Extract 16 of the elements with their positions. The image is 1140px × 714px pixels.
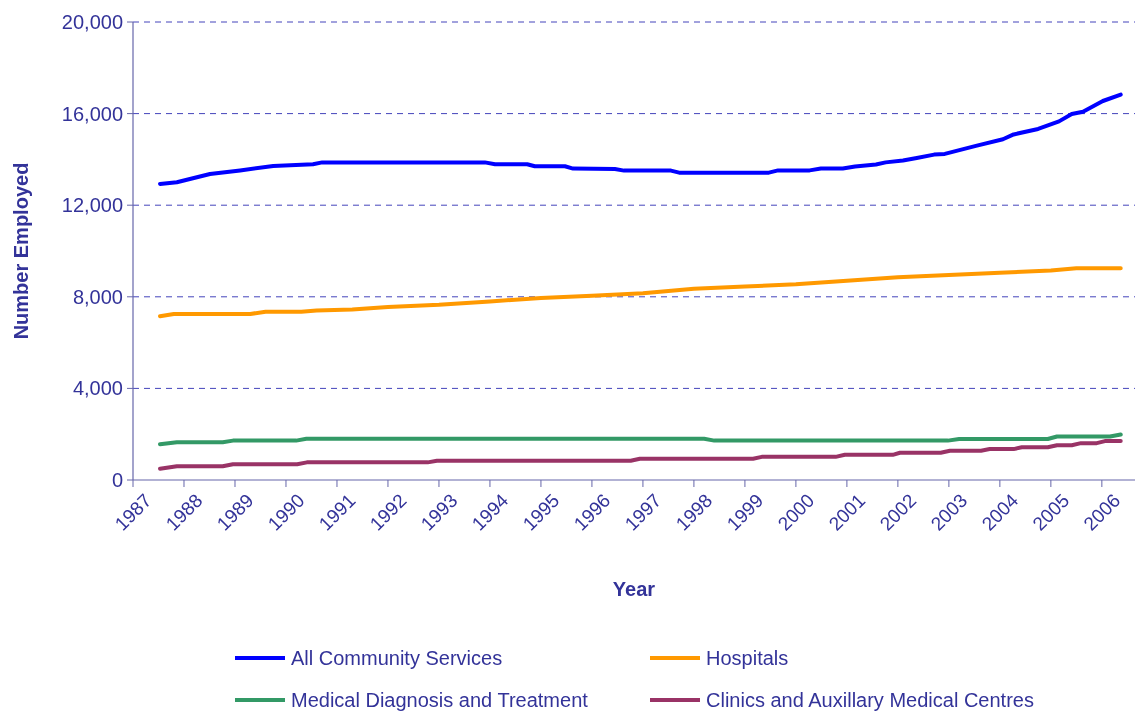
legend-label: All Community Services bbox=[291, 647, 503, 669]
y-tick-label: 8,000 bbox=[72, 285, 123, 308]
legend-label: Clinics and Auxillary Medical Centres bbox=[706, 689, 1034, 711]
y-tick-label: 12,000 bbox=[61, 194, 123, 217]
x-axis-title: Year bbox=[612, 578, 656, 600]
y-tick-label: 20,000 bbox=[61, 11, 123, 33]
line-series bbox=[158, 439, 1123, 471]
line-series bbox=[158, 266, 1123, 319]
legend-label: Hospitals bbox=[706, 647, 789, 669]
legend-label: Medical Diagnosis and Treatment bbox=[291, 689, 589, 711]
y-tick-label: 16,000 bbox=[61, 102, 123, 125]
line-series bbox=[158, 92, 1123, 186]
y-axis-title: Number Employed bbox=[10, 162, 32, 340]
line-series bbox=[158, 432, 1123, 447]
y-tick-label: 4,000 bbox=[72, 377, 123, 400]
y-tick-label: 0 bbox=[111, 469, 123, 491]
